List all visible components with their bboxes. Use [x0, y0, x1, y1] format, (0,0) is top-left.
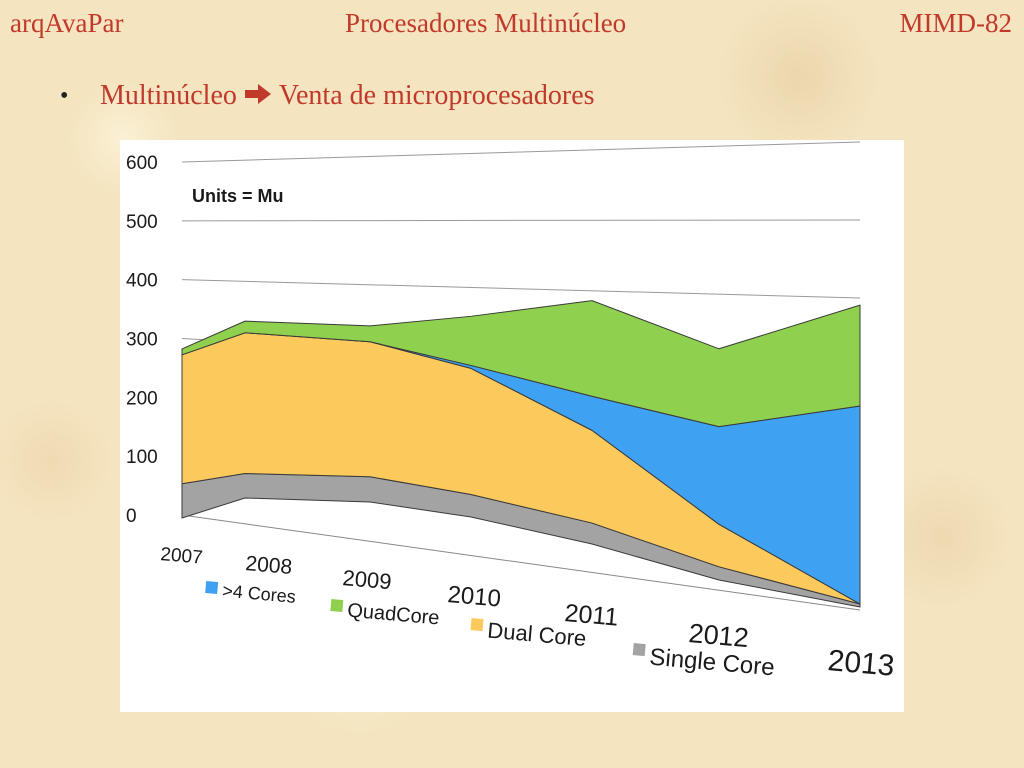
y-tick-label: 200 — [126, 388, 158, 409]
gridline — [181, 514, 861, 611]
bullet-dot: • — [60, 82, 69, 109]
legend-swatch — [470, 618, 484, 632]
x-tick-label: 2009 — [342, 565, 393, 594]
bullet-item: • Multinúcleo Venta de microprocesadores — [60, 80, 595, 112]
legend-swatch — [632, 643, 646, 657]
legend-label: >4 Cores — [222, 581, 297, 607]
y-tick-label: 500 — [126, 212, 158, 233]
legend-label: Single Core — [648, 644, 775, 682]
chart-annotation: Units = Mu — [192, 186, 284, 206]
legend-swatch — [330, 599, 344, 613]
legend-label: QuadCore — [346, 600, 440, 630]
bullet-text-before: Multinúcleo — [100, 80, 237, 111]
slide-number: MIMD-82 — [899, 8, 1013, 38]
series-area-3 — [181, 300, 861, 428]
x-tick-label: 2007 — [160, 544, 204, 569]
arrow-right-icon — [244, 80, 271, 112]
stacked-area-chart: 0 100 200 300 400 500 600 Units = Mu 2007 2008 200… — [126, 141, 896, 683]
y-tick-label: 400 — [126, 271, 158, 292]
x-tick-label: 2012 — [687, 618, 749, 653]
y-tick-label: 300 — [126, 330, 158, 351]
y-tick-label: 0 — [126, 506, 137, 527]
x-tick-label: 2008 — [245, 552, 294, 579]
header-left-title: arqAvaPar — [10, 8, 124, 38]
bullet-text-after: Venta de microprocesadores — [278, 80, 595, 111]
chart-image: 0 100 200 300 400 500 600 Units = Mu 2007 2008 200… — [120, 140, 904, 712]
gridline — [181, 141, 861, 163]
x-tick-label: 2011 — [563, 599, 619, 632]
y-tick-label: 100 — [126, 447, 158, 468]
gridline — [181, 219, 861, 222]
gridline — [181, 279, 861, 299]
legend-swatch — [205, 581, 219, 595]
y-tick-label: 600 — [126, 153, 158, 174]
x-tick-label: 2010 — [446, 581, 502, 613]
slide-title: Procesadores Multinúcleo — [345, 8, 627, 38]
x-tick-label: 2013 — [826, 644, 895, 683]
